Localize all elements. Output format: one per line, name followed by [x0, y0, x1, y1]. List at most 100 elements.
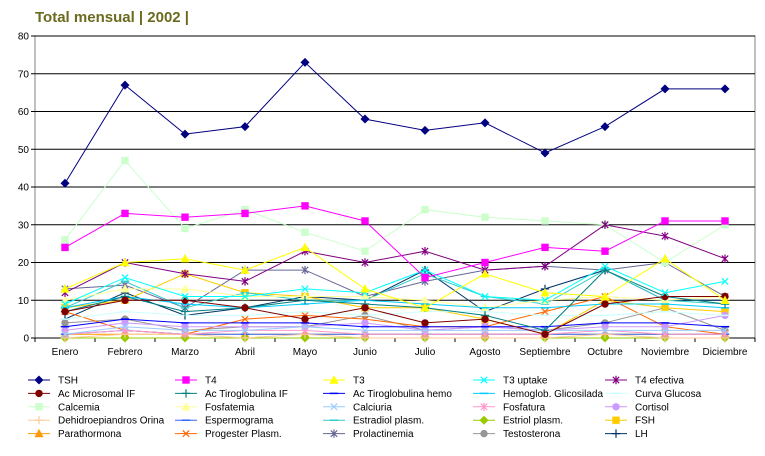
legend-item: Prolactinemia [323, 429, 414, 440]
legend-item: Espermograma [175, 416, 274, 427]
data-point [240, 333, 250, 343]
data-point [661, 326, 669, 335]
series-t3-uptake [61, 262, 729, 308]
data-point [721, 326, 729, 335]
data-point [121, 156, 129, 165]
data-point [360, 114, 370, 124]
data-point [480, 118, 490, 128]
data-point [241, 209, 249, 218]
data-point [601, 326, 609, 335]
legend-label: FSH [635, 416, 655, 427]
y-tick-label: 20 [18, 258, 30, 269]
data-point [61, 319, 69, 327]
legend-marker [480, 429, 488, 438]
series-line [64, 333, 725, 339]
legend-marker [34, 416, 44, 425]
series-line [64, 205, 725, 279]
legend-label: Ac Tiroglobulina IF [205, 389, 288, 400]
legend-label: Fosfatura [503, 402, 546, 413]
data-point [241, 292, 249, 301]
data-point [360, 284, 370, 293]
x-tick-label: Julio [415, 347, 436, 358]
data-point [421, 273, 429, 282]
legend-item: T3 uptake [473, 376, 548, 387]
series-line [64, 61, 725, 184]
data-point [121, 323, 129, 331]
data-point [361, 319, 369, 327]
data-point [481, 258, 489, 267]
data-point [421, 326, 429, 335]
legend-item: Testosterona [473, 429, 561, 440]
y-axis-ticks: 0 10 20 30 40 50 60 70 80 [18, 32, 35, 345]
legend-item: Estradiol plasm. [323, 416, 424, 427]
series-line [64, 261, 726, 309]
data-point [720, 84, 730, 94]
data-point [181, 213, 189, 221]
data-point [421, 319, 429, 327]
legend-item: Fosfatemia [175, 402, 255, 413]
series-line [64, 311, 726, 320]
series-line [64, 265, 726, 305]
data-point [240, 265, 250, 274]
data-point [600, 291, 610, 301]
series-layer [60, 57, 730, 343]
x-tick-label: Noviembre [641, 347, 690, 358]
series-line [64, 224, 726, 294]
series-ac-tiroglobulina-hemo [60, 318, 730, 328]
x-tick-label: Diciembre [702, 347, 747, 358]
data-point [660, 84, 670, 94]
legend-label: Progester Plasm. [205, 429, 282, 440]
data-point [301, 323, 309, 331]
data-point [541, 217, 549, 225]
legend-label: Prolactinemia [353, 429, 414, 440]
series-line [64, 269, 726, 309]
data-point [361, 247, 369, 255]
legend-marker [330, 429, 338, 438]
data-point [541, 243, 549, 252]
x-tick-label: Marzo [171, 347, 199, 358]
data-point [241, 315, 249, 323]
chart-title: Total mensual | 2002 | [35, 9, 190, 26]
data-point [420, 125, 430, 135]
legend-item: Ac Microsomal IF [28, 389, 135, 400]
data-point [361, 217, 369, 225]
data-point [180, 284, 190, 293]
x-tick-label: Agosto [469, 347, 501, 358]
legend-marker [34, 428, 44, 438]
legend-item: Ac Tiroglobulina hemo [323, 389, 452, 400]
data-point [661, 304, 669, 312]
series-line [64, 296, 725, 335]
data-point [301, 228, 309, 237]
data-point [61, 236, 69, 244]
legend: TSH T4 T3 T3 uptake T4 efectiva Ac Microsomal… [28, 375, 702, 440]
legend-item: TSH [28, 375, 78, 387]
data-point [120, 80, 130, 90]
series-curva-glucosa [60, 310, 730, 320]
legend-item: Estriol plasm. [473, 415, 563, 427]
data-point [120, 284, 130, 293]
legend-item: Curva Glucosa [605, 389, 702, 400]
data-point [61, 307, 69, 316]
data-point [300, 296, 310, 305]
legend-marker [479, 415, 489, 425]
series-line [64, 269, 726, 331]
legend-marker [181, 389, 191, 398]
legend-label: Curva Glucosa [635, 389, 702, 400]
legend-label: Cortisol [635, 402, 669, 413]
data-point [240, 122, 250, 132]
legend-item: Hemoglob. Glicosilada [473, 389, 603, 400]
x-tick-label: Junio [353, 347, 377, 358]
legend-marker [35, 403, 43, 411]
data-point [121, 296, 129, 304]
x-tick-label: Mayo [293, 347, 318, 358]
y-tick-label: 30 [18, 220, 30, 231]
legend-marker [612, 375, 620, 385]
legend-marker [181, 402, 191, 411]
x-tick-label: Abril [235, 347, 255, 358]
y-tick-label: 50 [18, 145, 30, 156]
data-point [121, 209, 129, 218]
data-point [361, 326, 369, 335]
data-point [541, 296, 549, 304]
legend-label: Fosfatemia [205, 402, 255, 413]
data-point [61, 300, 69, 308]
